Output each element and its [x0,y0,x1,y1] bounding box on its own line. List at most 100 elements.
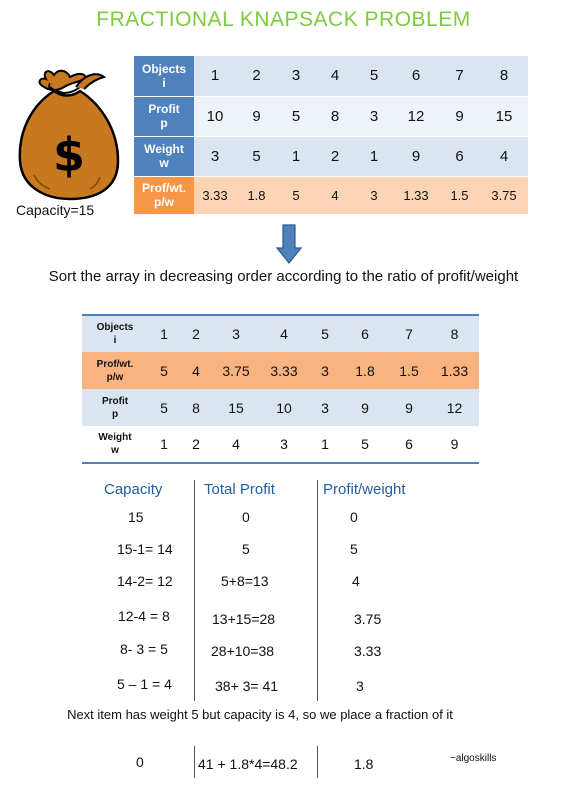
profit-weight-column-header: Profit/weight [323,481,406,498]
column-divider [317,746,318,778]
table-row: Profit p 10 9 5 8 3 12 9 15 [134,96,528,137]
table-cell: 1 [355,136,393,177]
table-cell: 1.5 [439,176,480,214]
calc-total-profit: 0 [242,509,250,525]
table-cell: 2 [180,426,212,464]
money-bag-icon: $ [18,69,120,201]
fraction-note: Next item has weight 5 but capacity is 4… [67,707,453,722]
table-cell: 3 [277,56,315,97]
table-row: Objects i 1 2 3 4 5 6 7 8 [82,314,479,352]
table-cell: 1.5 [388,352,430,389]
table-cell: 1.33 [393,176,439,214]
svg-text:$: $ [53,128,85,182]
calc-total-profit: 13+15=28 [212,611,276,627]
table-cell: 15 [480,96,528,137]
table-cell: 1 [148,314,180,352]
table-cell: 9 [236,96,277,137]
table-cell: 8 [480,56,528,97]
calc-ratio: 3.75 [354,611,382,627]
table-cell: 6 [388,426,430,464]
page-title: FRACTIONAL KNAPSACK PROBLEM [96,8,471,31]
table-cell: 7 [388,314,430,352]
table-cell: 6 [439,136,480,177]
table-row: Profit p 5 8 15 10 3 9 9 12 [82,389,479,426]
table-cell: 3 [355,96,393,137]
table-cell: 8 [430,314,479,352]
final-capacity: 0 [136,754,144,770]
table-cell: 9 [439,96,480,137]
table-cell: 1 [277,136,315,177]
calc-ratio: 3 [356,678,364,694]
table-cell: 3.75 [480,176,528,214]
table-cell: 9 [393,136,439,177]
table-cell: 3 [308,352,342,389]
calc-capacity: 12-4 = 8 [118,608,170,624]
capacity-label: Capacity=15 [16,202,95,218]
table-cell: 2 [236,56,277,97]
calc-total-profit: 5 [242,541,250,557]
table-cell: 3 [355,176,393,214]
table-cell: 5 [308,314,342,352]
final-ratio: 1.8 [354,756,374,772]
calc-ratio: 0 [350,509,358,525]
down-arrow-icon [276,224,302,264]
table-cell: 4 [180,352,212,389]
table-row: Prof/wt. p/w 5 4 3.75 3.33 3 1.8 1.5 1.33 [82,352,479,389]
table-cell: 10 [194,96,236,137]
table-cell: 9 [430,426,479,464]
calc-total-profit: 38+ 3= 41 [215,678,279,694]
table-cell: 12 [430,389,479,426]
table-cell: 6 [342,314,388,352]
table-cell: 1.8 [342,352,388,389]
table-cell: 6 [393,56,439,97]
table-cell: 4 [480,136,528,177]
table-cell: 3 [212,314,260,352]
total-profit-column-header: Total Profit [204,481,275,498]
table-cell: 9 [342,389,388,426]
row-header: Objects i [82,314,148,352]
calc-total-profit: 28+10=38 [211,643,275,659]
table-cell: 3 [260,426,308,464]
table-row: Prof/wt. p/w 3.33 1.8 5 4 3 1.33 1.5 3.75 [134,176,528,214]
final-total-profit: 41 + 1.8*4=48.2 [198,756,298,772]
sort-instruction: Sort the array in decreasing order accor… [48,268,519,285]
table-cell: 5 [342,426,388,464]
row-header: Objects i [134,56,194,97]
table-cell: 5 [148,352,180,389]
table-cell: 4 [212,426,260,464]
table-cell: 2 [315,136,355,177]
column-divider [194,746,195,778]
table-cell: 3.33 [194,176,236,214]
calc-ratio: 4 [352,573,360,589]
table-cell: 3.75 [212,352,260,389]
table-cell: 8 [180,389,212,426]
table-cell: 7 [439,56,480,97]
row-header: Profit p [82,389,148,426]
table-row: Weight w 1 2 4 3 1 5 6 9 [82,426,479,464]
table-cell: 8 [315,96,355,137]
calc-ratio: 3.33 [354,643,382,659]
table-cell: 1 [194,56,236,97]
table-cell: 4 [315,176,355,214]
table-row: Objects i 1 2 3 4 5 6 7 8 [134,56,528,97]
calc-capacity: 5 – 1 = 4 [117,676,172,692]
calc-capacity: 15-1= 14 [117,541,173,557]
calc-capacity: 15 [128,509,144,525]
table-cell: 5 [236,136,277,177]
table-cell: 1.8 [236,176,277,214]
table-cell: 5 [277,176,315,214]
row-header: Weight w [82,426,148,464]
column-divider [194,480,195,701]
table-cell: 3 [308,389,342,426]
credit-text: ~algoskills [450,753,497,764]
capacity-column-header: Capacity [104,481,163,498]
table-cell: 12 [393,96,439,137]
row-header: Prof/wt. p/w [82,352,148,389]
table-cell: 1.33 [430,352,479,389]
table-cell: 10 [260,389,308,426]
table-cell: 5 [355,56,393,97]
items-table: Objects i 1 2 3 4 5 6 7 8 Profit p 10 9 5 … [134,56,528,214]
table-cell: 1 [148,426,180,464]
table-cell: 2 [180,314,212,352]
table-cell: 4 [260,314,308,352]
